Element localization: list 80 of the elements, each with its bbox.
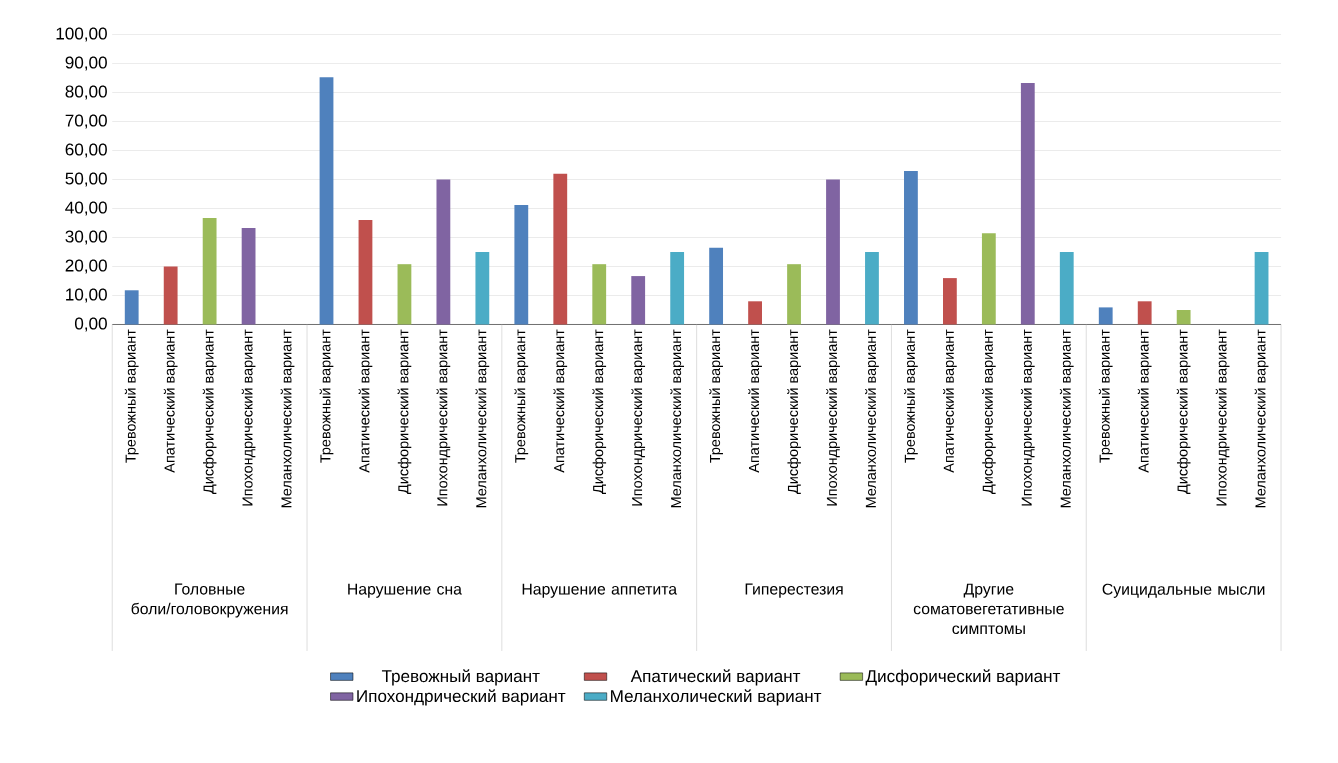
y-tick-label: 80,00 <box>65 85 107 100</box>
x-tick-label: Дисфорический вариант <box>1176 329 1191 494</box>
bar <box>241 227 256 325</box>
x-tick-label: Тревожный вариант <box>904 329 918 463</box>
bar <box>436 179 451 325</box>
text: Головные боли/головокружения <box>131 583 288 618</box>
bar <box>748 301 762 325</box>
x-tick-label: Апатический вариант <box>163 329 178 473</box>
bar <box>787 263 801 325</box>
x-tick-label: Меланхолический вариант <box>1059 329 1074 507</box>
text: Нарушение сна <box>348 583 462 598</box>
x-tick-label: Меланхолический вариант <box>670 329 685 507</box>
x-tick-label: Меланхолический вариант <box>865 329 879 507</box>
text: Суицидальные мысли <box>1102 583 1265 598</box>
x-tick-label: Ипохондрический вариант <box>1215 329 1230 506</box>
bar <box>865 251 879 325</box>
x-tick-label: Тревожный вариант <box>124 329 139 463</box>
bar <box>319 76 334 325</box>
text: Другие соматовегетативные симптомы <box>913 583 1064 634</box>
x-tick-label: Апатический вариант <box>748 329 762 473</box>
x-tick-label: Дисфорический вариант <box>981 329 996 494</box>
x-tick-label: Дисфорический вариант <box>787 329 801 494</box>
bar <box>670 251 685 325</box>
bar <box>592 263 607 325</box>
text: Гиперестезия <box>745 583 843 598</box>
bar <box>553 173 568 325</box>
bar <box>1254 251 1269 325</box>
bar <box>1176 309 1191 325</box>
bar <box>397 263 412 325</box>
x-tick-label: Апатический вариант <box>358 329 373 473</box>
y-tick-label: 70,00 <box>65 114 107 129</box>
bar <box>1020 82 1035 325</box>
x-tick-label: Тревожный вариант <box>1098 329 1113 463</box>
x-tick-label: Ипохондрический вариант <box>1020 329 1035 506</box>
x-tick-label: Дисфорический вариант <box>202 329 217 494</box>
x-tick-label: Меланхолический вариант <box>475 329 490 507</box>
legend-label: Тревожный вариант <box>381 669 540 686</box>
bar <box>163 266 178 325</box>
bar <box>631 275 646 325</box>
y-tick-label: 60,00 <box>65 143 107 158</box>
x-tick-label: Ипохондрический вариант <box>826 329 840 506</box>
x-tick-label: Дисфорический вариант <box>592 329 607 494</box>
bar <box>202 217 217 325</box>
x-tick-label: Ипохондрический вариант <box>436 329 451 506</box>
bar <box>981 232 996 325</box>
bar <box>514 204 529 325</box>
bar <box>904 170 918 325</box>
x-tick-label: Тревожный вариант <box>319 329 334 463</box>
x-tick-label: Дисфорический вариант <box>397 329 412 494</box>
bar <box>1137 301 1152 325</box>
y-tick-label: 0,00 <box>74 317 107 332</box>
legend-label: Ипохондрический вариант <box>357 689 566 706</box>
x-tick-label: Тревожный вариант <box>514 329 529 463</box>
bar <box>1059 251 1074 325</box>
y-tick-label: 10,00 <box>66 288 107 303</box>
text: Нарушение аппетита <box>522 583 678 598</box>
bar <box>709 247 724 325</box>
y-tick-label: 40,00 <box>65 201 107 216</box>
bar <box>475 251 490 325</box>
x-tick-label: Ипохондрический вариант <box>631 329 646 506</box>
y-tick-label: 100,00 <box>56 27 107 42</box>
legend-label: Меланхолический вариант <box>611 689 822 706</box>
x-tick-label: Апатический вариант <box>553 329 568 473</box>
x-tick-label: Тревожный вариант <box>709 329 723 463</box>
x-tick-label: Ипохондрический вариант <box>241 329 256 506</box>
y-tick-label: 90,00 <box>65 56 107 71</box>
x-tick-label: Меланхолический вариант <box>280 329 295 507</box>
y-tick-label: 50,00 <box>65 172 107 187</box>
x-tick-label: Меланхолический вариант <box>1254 329 1269 507</box>
x-tick-label: Апатический вариант <box>943 329 957 473</box>
bar <box>358 219 373 325</box>
legend-label: Дисфорический вариант <box>865 669 1061 686</box>
y-tick-label: 20,00 <box>65 259 107 274</box>
bar <box>942 277 957 325</box>
bar <box>826 179 840 325</box>
y-tick-label: 30,00 <box>65 230 107 245</box>
legend-label: Апатический вариант <box>630 669 801 686</box>
x-tick-label: Апатический вариант <box>1137 329 1152 473</box>
bar <box>1098 307 1113 325</box>
bar <box>124 290 139 325</box>
